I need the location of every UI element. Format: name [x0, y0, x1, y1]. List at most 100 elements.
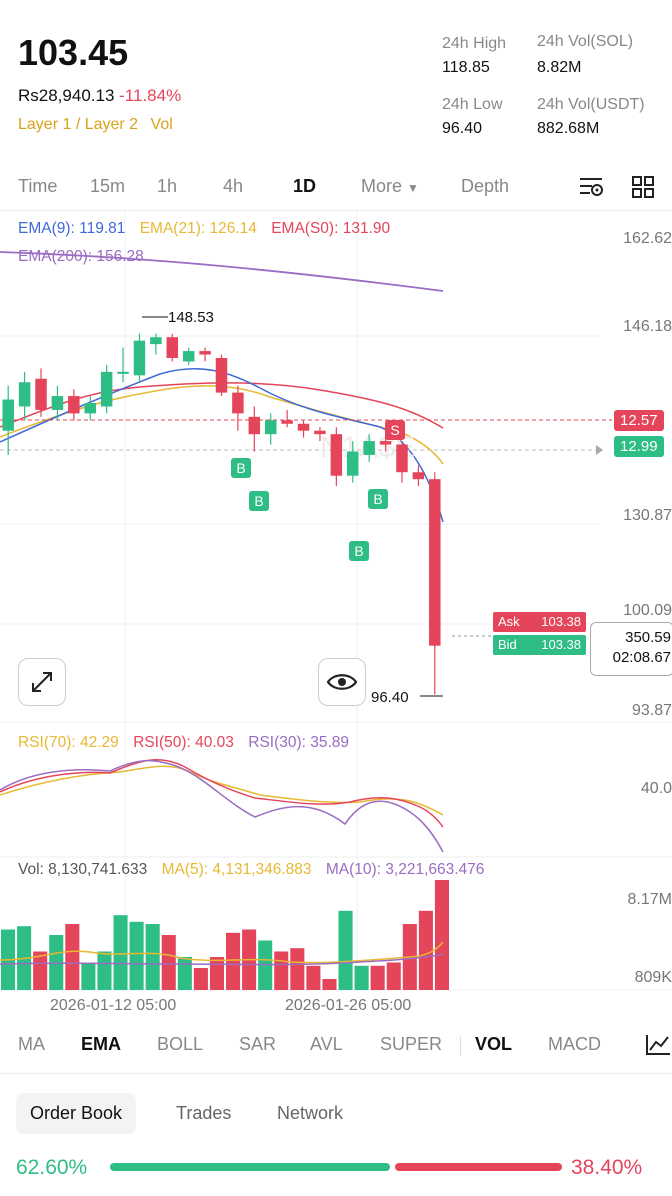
rsi-axis-label: 40.0: [640, 780, 672, 797]
indicator-chart-icon[interactable]: [644, 1032, 672, 1058]
tag-layer[interactable]: Layer 1 / Layer 2: [18, 116, 139, 133]
tab-network[interactable]: Network: [277, 1103, 344, 1123]
ind-tab-sar[interactable]: SAR: [239, 1034, 277, 1054]
price-axis-label: 130.87: [623, 507, 672, 524]
volume-bar: [161, 935, 176, 990]
date-axis-label: 2026-01-26 05:00: [285, 997, 412, 1014]
sell-ratio-fill: [394, 1163, 562, 1171]
countdown-price: 350.59: [625, 629, 671, 646]
expand-icon: [32, 672, 52, 692]
volume-bar: [209, 957, 224, 990]
candle-body: [363, 441, 375, 455]
ema21-label: EMA(21): 126.14: [139, 220, 257, 237]
volume-bar: [113, 915, 128, 990]
volume-bar: [354, 965, 369, 990]
buy-ratio-fill: [110, 1163, 390, 1171]
volume-bar: [226, 932, 241, 990]
volume-bar: [322, 979, 337, 990]
tf-15m[interactable]: 15m: [90, 176, 126, 196]
tab-divider: [460, 1036, 461, 1056]
volume-bar: [338, 910, 353, 990]
tab-trades[interactable]: Trades: [176, 1103, 232, 1123]
token-tags: Layer 1 / Layer 2 Vol: [18, 116, 173, 134]
sell-ratio: 38.40%: [571, 1156, 643, 1179]
price-change: -11.84%: [119, 86, 182, 105]
volume-bar: [81, 962, 96, 990]
candle-body: [199, 351, 211, 355]
visibility-button[interactable]: [318, 658, 366, 706]
high-value: 118.85: [442, 59, 490, 76]
rsi30-label: RSI(30): 35.89: [248, 734, 350, 751]
fiat-price: Rs28,940.13 -11.84%: [18, 86, 181, 106]
fullscreen-button[interactable]: [18, 658, 66, 706]
green-price-tag: 12.99: [614, 436, 664, 457]
ask-tag: Ask 103.38: [493, 612, 586, 632]
ind-tab-avl[interactable]: AVL: [310, 1034, 343, 1054]
tf-more[interactable]: More ▼: [361, 176, 419, 197]
vol-legend: Vol: 8,130,741.633 MA(5): 4,131,346.883 …: [18, 861, 484, 879]
volume-bars: [1, 880, 449, 990]
vol-sol-value: 8.82M: [537, 59, 582, 76]
buy-marker: B: [231, 458, 251, 478]
ind-tab-vol[interactable]: VOL: [475, 1034, 513, 1054]
volume-bar: [258, 940, 273, 990]
vol-usdt-value: 882.68M: [537, 120, 600, 137]
sell-marker: S: [385, 420, 405, 440]
candle-body: [396, 444, 408, 473]
vol-ma5-label: MA(5): 4,131,346.883: [161, 861, 312, 878]
tab-order-book[interactable]: Order Book: [16, 1093, 137, 1134]
high-marker: 148.53: [168, 309, 214, 326]
candles: [2, 333, 441, 695]
ema200-label: EMA(200): 156.28: [18, 248, 144, 265]
price-axis-label: 100.09: [623, 602, 672, 619]
vol-axis-label: 8.17M: [627, 891, 672, 908]
countdown-box: 350.59 02:08.67: [590, 622, 672, 676]
price-chart[interactable]: N1A$E 148.53 96.40: [0, 212, 672, 992]
current-price: 103.45: [18, 32, 129, 73]
volume-bar: [177, 957, 192, 990]
low-label: 24h Low: [442, 96, 503, 113]
buy-marker: B: [249, 491, 269, 511]
vol-label: Vol: 8,130,741.633: [18, 861, 148, 878]
ema-legend: EMA(9): 119.81 EMA(21): 126.14 EMA(S0): …: [18, 220, 390, 238]
bid-value: 103.38: [541, 637, 581, 652]
red-price-tag: 12.57: [614, 410, 664, 431]
chart-settings-icon[interactable]: [578, 174, 606, 200]
candle-body: [2, 399, 14, 431]
candle-body: [429, 479, 441, 646]
candle-body: [84, 402, 96, 414]
grid-icon[interactable]: [631, 175, 655, 199]
ind-tab-ma[interactable]: MA: [18, 1034, 45, 1054]
candle-body: [314, 430, 326, 435]
candle-body: [35, 378, 47, 410]
tf-1d[interactable]: 1D: [293, 176, 317, 196]
bid-tag: Bid 103.38: [493, 635, 586, 655]
tf-4h[interactable]: 4h: [223, 176, 244, 196]
ema9-label: EMA(9): 119.81: [18, 220, 126, 237]
ind-tab-boll[interactable]: BOLL: [157, 1034, 204, 1054]
tag-vol[interactable]: Vol: [150, 116, 173, 133]
ind-tab-ema[interactable]: EMA: [81, 1034, 121, 1054]
caret-down-icon: ▼: [407, 181, 419, 195]
candle-body: [100, 371, 113, 407]
high-label: 24h High: [442, 35, 507, 52]
tf-1h[interactable]: 1h: [157, 176, 178, 196]
price-axis-label: 93.87: [631, 702, 672, 719]
volume-bar: [418, 910, 433, 990]
candle-body: [117, 371, 129, 374]
candle-body: [248, 416, 261, 435]
volume-bar: [65, 924, 80, 990]
candle-body: [347, 451, 359, 476]
divider: [0, 1073, 672, 1074]
ema50-label: EMA(S0): 131.90: [271, 220, 391, 237]
candle-body: [215, 357, 228, 393]
volume-bar: [33, 951, 48, 990]
tf-depth[interactable]: Depth: [461, 176, 510, 196]
vol-usdt-label: 24h Vol(USDT): [537, 96, 645, 113]
candle-body: [232, 392, 244, 414]
ind-tab-super[interactable]: SUPER: [380, 1034, 443, 1054]
volume-bar: [290, 948, 305, 990]
rsi30-line: [0, 760, 444, 853]
ind-tab-macd[interactable]: MACD: [548, 1034, 601, 1054]
tf-time[interactable]: Time: [18, 176, 58, 196]
